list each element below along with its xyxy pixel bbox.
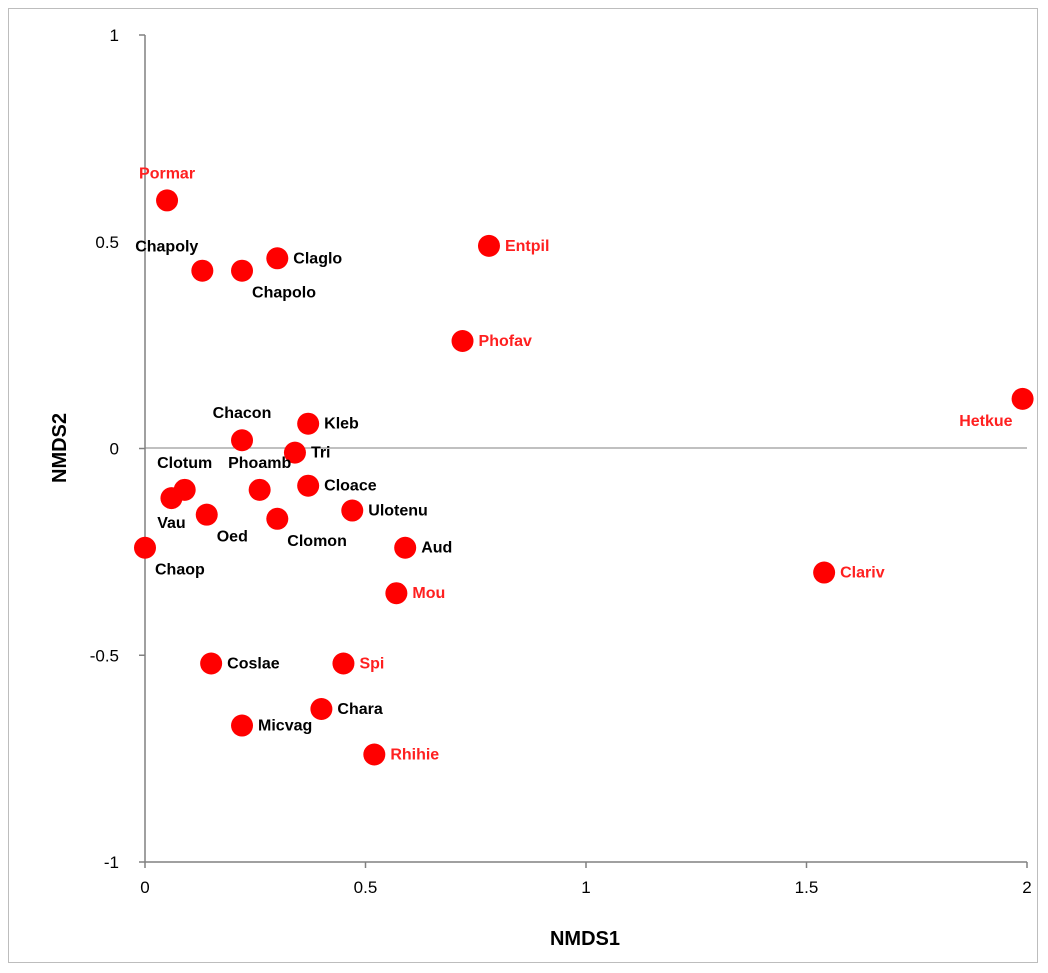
data-point-chaop [134, 536, 156, 559]
y-tick-label: -0.5 [90, 646, 119, 665]
y-tick-label: 0.5 [95, 233, 119, 252]
tick-labels: 0 0.5 1 1.5 2 1 0.5 0 -0.5 -1 [90, 26, 1032, 897]
data-point-claglo [266, 247, 289, 270]
point-label-kleb: Kleb [324, 416, 359, 433]
point-label-rhihie: Rhihie [390, 746, 439, 763]
data-point-clariv [813, 561, 836, 584]
point-label-mou: Mou [412, 585, 445, 602]
point-label-cloace: Cloace [324, 478, 377, 495]
point-label-chara: Chara [337, 701, 382, 718]
point-label-oed: Oed [217, 529, 248, 546]
point-label-aud: Aud [421, 540, 452, 557]
chart-area [8, 8, 1038, 963]
x-tick-label: 1.5 [795, 878, 819, 897]
x-tick-label: 0.5 [354, 878, 378, 897]
x-tick-label: 0 [140, 878, 149, 897]
point-label-clomon: Clomon [287, 533, 347, 550]
point-label-hetkue: Hetkue [959, 413, 1012, 430]
point-label-chapoly: Chapoly [135, 239, 198, 256]
point-label-tri: Tri [311, 445, 331, 462]
data-point-spi [332, 652, 355, 675]
point-label-claglo: Claglo [293, 250, 342, 267]
data-point-micvag [231, 714, 254, 737]
data-point-tri [283, 441, 306, 464]
point-label-vau: Vau [157, 515, 185, 532]
x-axis-title: NMDS1 [550, 928, 620, 950]
point-label-phofav: Phofav [479, 333, 532, 350]
data-point-chapolo [231, 259, 254, 282]
y-tick-label: 0 [110, 440, 119, 459]
point-label-entpil: Entpil [505, 238, 549, 255]
data-point-coslae [200, 652, 223, 675]
data-point-chacon [231, 429, 254, 452]
point-label-spi: Spi [359, 656, 384, 673]
data-point-ulotenu [341, 499, 364, 522]
data-point-chapoly [191, 259, 214, 282]
point-label-micvag: Micvag [258, 718, 312, 735]
data-point-phofav [451, 329, 474, 352]
y-tick-label: -1 [104, 853, 119, 872]
data-point-hetkue [1011, 387, 1034, 410]
data-point-cloace [297, 474, 320, 497]
data-point-clomon [266, 507, 289, 530]
data-point-oed [195, 503, 218, 526]
point-label-phoamb: Phoamb [228, 455, 291, 472]
data-point-phoamb [248, 478, 271, 501]
data-point-pormar [156, 189, 179, 212]
data-point-mou [385, 582, 408, 605]
point-label-chapolo: Chapolo [252, 285, 316, 302]
data-points [134, 189, 1034, 766]
point-label-chacon: Chacon [213, 405, 272, 422]
x-tick-label: 2 [1022, 878, 1031, 897]
point-label-clotum: Clotum [157, 455, 212, 472]
data-point-chara [310, 698, 333, 721]
data-point-vau [160, 487, 183, 510]
data-point-rhihie [363, 743, 386, 766]
axes [144, 35, 1027, 863]
point-label-chaop: Chaop [155, 562, 205, 579]
point-label-clariv: Clariv [840, 565, 885, 582]
data-point-entpil [477, 234, 500, 257]
point-label-ulotenu: Ulotenu [368, 503, 428, 520]
y-axis-title: NMDS2 [49, 413, 71, 483]
point-label-pormar: Pormar [139, 165, 195, 182]
tick-marks [139, 34, 1028, 868]
y-tick-label: 1 [110, 26, 119, 45]
point-labels: Pormar Chapoly Chapolo Claglo Entpil Phofav He… [135, 165, 1012, 763]
data-point-aud [394, 536, 417, 559]
point-label-coslae: Coslae [227, 656, 280, 673]
x-tick-label: 1 [581, 878, 590, 897]
data-point-kleb [297, 412, 320, 435]
